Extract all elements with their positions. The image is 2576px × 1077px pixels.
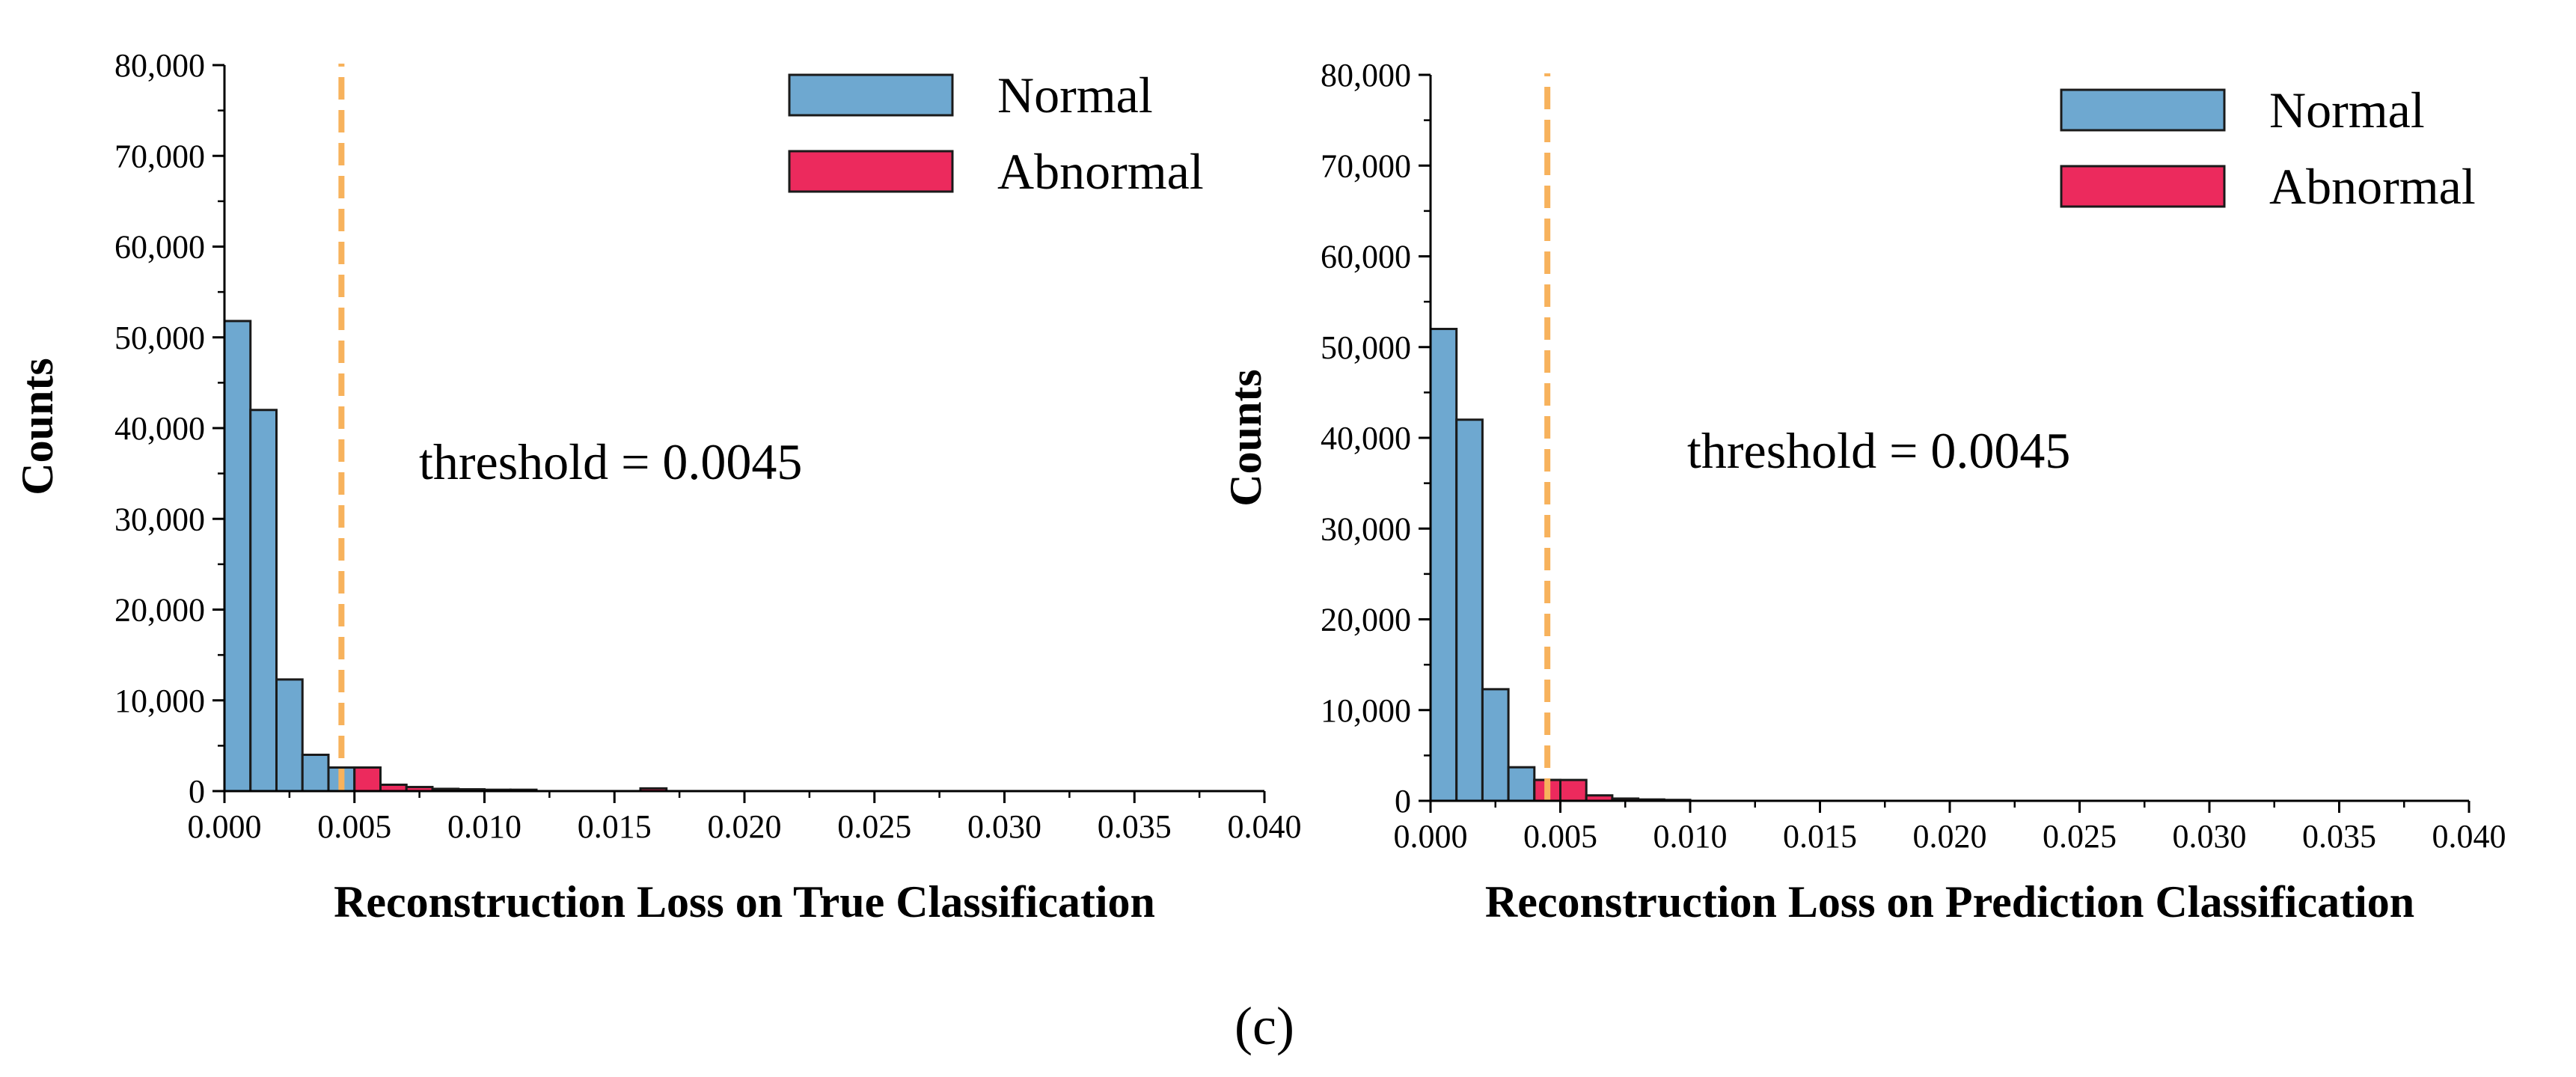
y-tick-label: 10,000 — [114, 683, 205, 719]
y-tick-label: 30,000 — [114, 501, 205, 537]
bar-normal — [249, 409, 278, 793]
x-tick-label: 0.015 — [578, 808, 652, 845]
y-tick-label: 60,000 — [114, 229, 205, 266]
y-tick-label: 0 — [1395, 783, 1411, 820]
legend-swatch-normal — [788, 73, 954, 117]
x-tick-label: 0.035 — [2302, 818, 2376, 855]
legend-label-abnormal: Abnormal — [2269, 158, 2476, 215]
x-tick-label: 0.030 — [2173, 818, 2247, 855]
y-tick-label: 40,000 — [1321, 420, 1411, 457]
legend-swatch-abnormal — [2060, 165, 2226, 208]
y-tick-label: 20,000 — [1321, 602, 1411, 638]
bar-normal — [1481, 688, 1510, 802]
x-tick-label: 0.030 — [967, 808, 1041, 845]
x-tick-label: 0.035 — [1098, 808, 1172, 845]
x-axis-label: Reconstruction Loss on Prediction Classi… — [1485, 877, 2414, 927]
x-tick-label: 0.000 — [1394, 818, 1468, 855]
x-tick-label: 0.010 — [1653, 818, 1728, 855]
y-tick-label: 10,000 — [1321, 692, 1411, 729]
legend-swatch-abnormal — [788, 150, 954, 193]
y-tick-label: 50,000 — [114, 320, 205, 356]
x-tick-label: 0.020 — [1913, 818, 1987, 855]
y-tick-label: 30,000 — [1321, 510, 1411, 547]
histogram-panel-true-classification: 0.000 0.005 0.010 0.015 0.020 0.025 0.030 0.035… — [13, 47, 1302, 927]
bar-normal — [275, 678, 304, 793]
x-tick-label: 0.040 — [1228, 808, 1302, 845]
threshold-annotation: threshold = 0.0045 — [1687, 422, 2070, 479]
x-tick-label: 0.000 — [188, 808, 262, 845]
y-axis-label: Counts — [1221, 369, 1270, 506]
y-tick-label: 50,000 — [1321, 329, 1411, 366]
x-tick-label: 0.025 — [837, 808, 911, 845]
y-tick-label: 0 — [189, 773, 205, 810]
bar-normal — [1507, 766, 1536, 802]
legend-label-abnormal: Abnormal — [997, 143, 1204, 200]
y-tick-label: 80,000 — [1321, 57, 1411, 94]
bar-normal — [301, 754, 330, 793]
x-tick-label: 0.025 — [2043, 818, 2117, 855]
y-tick-label: 80,000 — [114, 47, 205, 84]
x-tick-label: 0.010 — [447, 808, 521, 845]
x-tick-label: 0.005 — [1523, 818, 1597, 855]
legend-label-normal: Normal — [997, 67, 1153, 123]
x-tick-label: 0.040 — [2432, 818, 2506, 855]
y-tick-label: 20,000 — [114, 592, 205, 629]
bar-abnormal — [353, 766, 382, 793]
legend-swatch-normal — [2060, 88, 2226, 132]
bar-normal — [223, 320, 252, 793]
y-tick-label: 70,000 — [1321, 147, 1411, 184]
bar-abnormal — [1559, 778, 1588, 802]
bar-normal — [1429, 328, 1458, 802]
histogram-panel-prediction-classification: 0.000 0.005 0.010 0.015 0.020 0.025 0.030 0.035… — [1221, 57, 2506, 927]
x-tick-label: 0.015 — [1783, 818, 1857, 855]
y-axis-label: Counts — [13, 358, 62, 495]
x-tick-label: 0.005 — [317, 808, 391, 845]
figure-caption: (c) — [1235, 996, 1294, 1056]
threshold-annotation: threshold = 0.0045 — [419, 433, 802, 490]
x-tick-label: 0.020 — [708, 808, 782, 845]
y-tick-label: 40,000 — [114, 410, 205, 447]
legend-label-normal: Normal — [2269, 82, 2425, 138]
y-tick-label: 70,000 — [114, 138, 205, 174]
y-tick-label: 60,000 — [1321, 239, 1411, 275]
bar-normal — [1455, 418, 1484, 802]
x-axis-label: Reconstruction Loss on True Classificati… — [334, 877, 1155, 927]
